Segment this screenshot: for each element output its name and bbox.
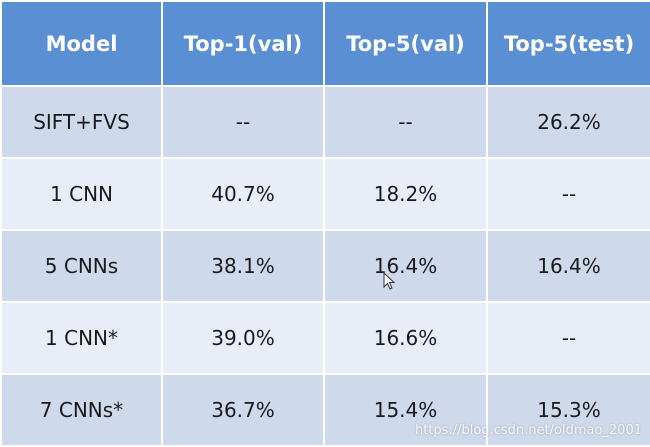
cell-top5-val: 16.6% bbox=[323, 301, 488, 375]
cell-top5-val: 16.4% bbox=[323, 229, 488, 303]
table-row: 5 CNNs 38.1% 16.4% 16.4% bbox=[0, 229, 650, 303]
cell-model: SIFT+FVS bbox=[0, 85, 163, 159]
cell-top1-val: 38.1% bbox=[161, 229, 325, 303]
header-top5-val: Top-5(val) bbox=[323, 0, 488, 87]
header-top5-test: Top-5(test) bbox=[486, 0, 650, 87]
cell-top5-val: 18.2% bbox=[323, 157, 488, 231]
cell-top5-test: 26.2% bbox=[486, 85, 650, 159]
cell-top1-val: 36.7% bbox=[161, 373, 325, 447]
cell-top1-val: 39.0% bbox=[161, 301, 325, 375]
cell-top5-val: 15.4% bbox=[323, 373, 488, 447]
cell-top5-test: -- bbox=[486, 157, 650, 231]
header-top1-val: Top-1(val) bbox=[161, 0, 325, 87]
table-row: 7 CNNs* 36.7% 15.4% 15.3% bbox=[0, 373, 650, 447]
cell-top5-test: 16.4% bbox=[486, 229, 650, 303]
header-row: Model Top-1(val) Top-5(val) Top-5(test) bbox=[0, 0, 650, 87]
cell-model: 1 CNN* bbox=[0, 301, 163, 375]
cell-model: 7 CNNs* bbox=[0, 373, 163, 447]
cell-model: 5 CNNs bbox=[0, 229, 163, 303]
cell-top5-test: 15.3% bbox=[486, 373, 650, 447]
table-row: 1 CNN 40.7% 18.2% -- bbox=[0, 157, 650, 231]
cell-top1-val: -- bbox=[161, 85, 325, 159]
cell-top1-val: 40.7% bbox=[161, 157, 325, 231]
cell-top5-test: -- bbox=[486, 301, 650, 375]
table-row: SIFT+FVS -- -- 26.2% bbox=[0, 85, 650, 159]
table-row: 1 CNN* 39.0% 16.6% -- bbox=[0, 301, 650, 375]
cell-model: 1 CNN bbox=[0, 157, 163, 231]
header-model: Model bbox=[0, 0, 163, 87]
cell-top5-val: -- bbox=[323, 85, 488, 159]
